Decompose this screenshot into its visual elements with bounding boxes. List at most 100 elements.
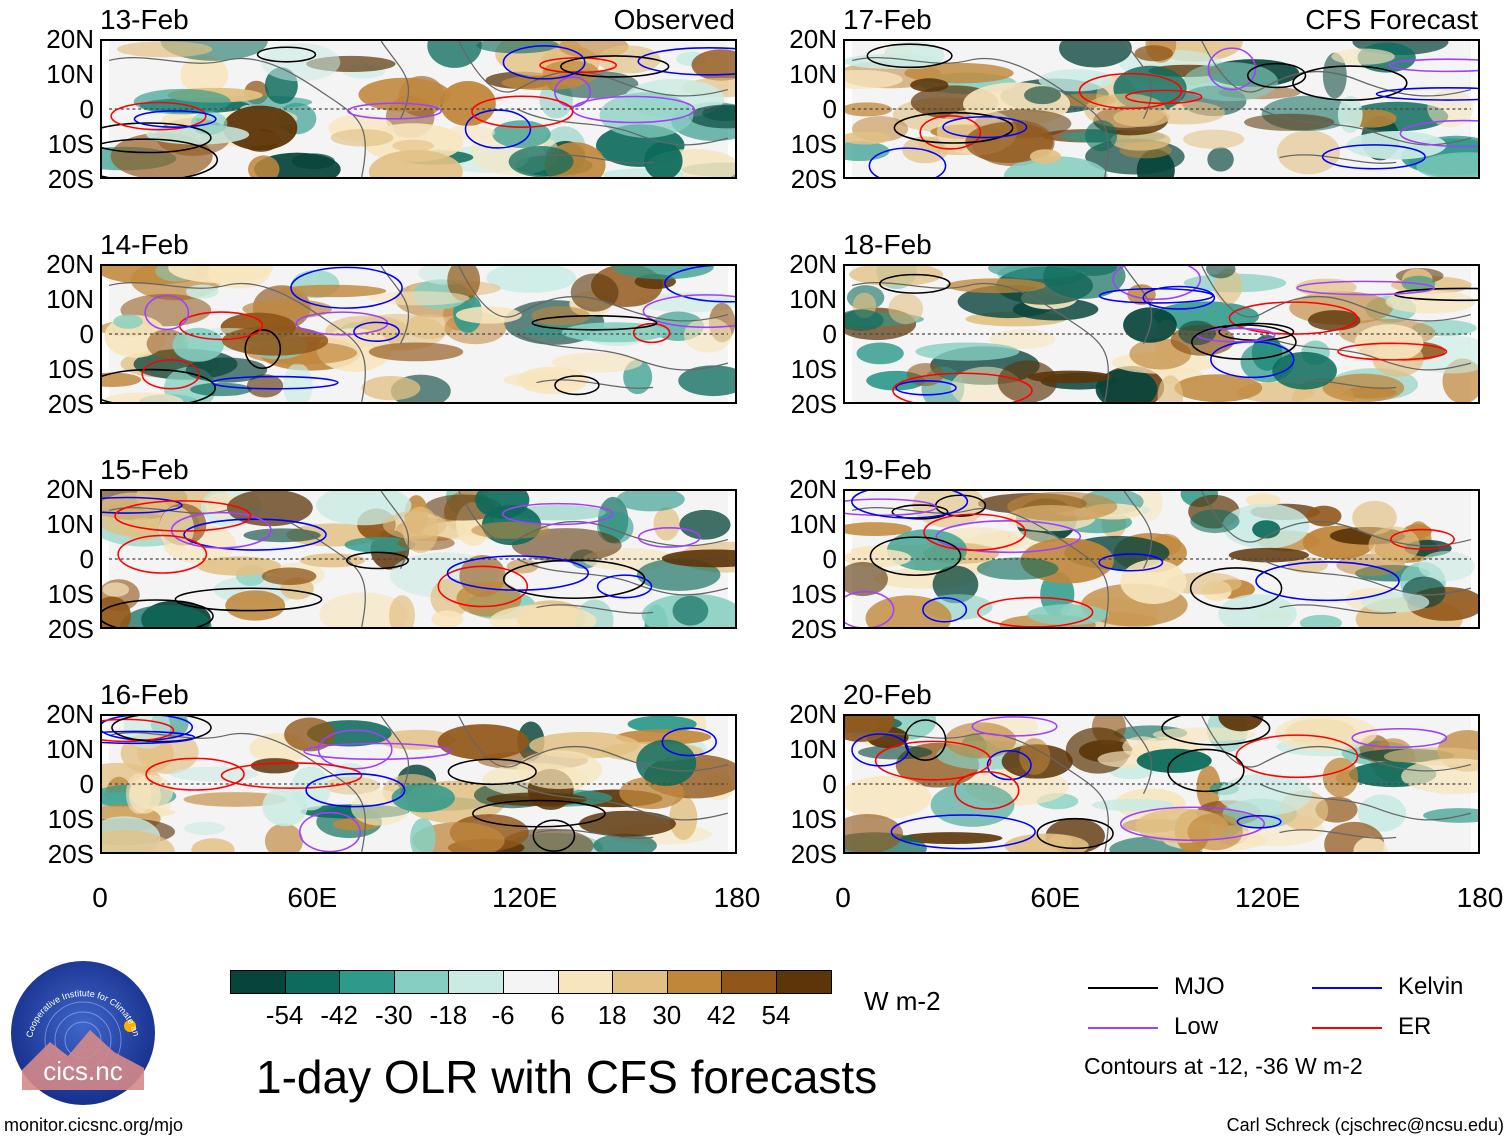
olr-anomaly-cell bbox=[1019, 738, 1051, 775]
panel-date-label: 13-Feb bbox=[100, 4, 189, 35]
olr-anomaly-cell bbox=[243, 528, 321, 543]
olr-anomaly-cell bbox=[1418, 551, 1475, 582]
olr-anomaly-cell bbox=[1357, 794, 1407, 832]
y-tick-label: 10N bbox=[46, 734, 94, 764]
y-tick-label: 20S bbox=[47, 164, 94, 194]
olr-anomaly-cell bbox=[246, 374, 284, 398]
olr-anomaly-cell bbox=[1007, 491, 1118, 522]
olr-anomaly-cell bbox=[283, 363, 313, 402]
logo-text: cics.nc bbox=[43, 1056, 122, 1086]
olr-anomaly-cell bbox=[437, 724, 530, 760]
wave-contour bbox=[904, 719, 947, 761]
wave-contour bbox=[1255, 561, 1400, 602]
colorbar-swatch bbox=[284, 970, 341, 994]
legend-line-low bbox=[1088, 1027, 1158, 1029]
wave-contour bbox=[220, 762, 363, 789]
olr-anomaly-cell bbox=[531, 306, 591, 326]
colorbar-swatch bbox=[612, 970, 668, 994]
wave-contour bbox=[1207, 47, 1257, 91]
wave-contour bbox=[471, 95, 574, 128]
olr-anomaly-cell bbox=[688, 104, 735, 129]
colorbar-tick-label: 6 bbox=[550, 1000, 565, 1030]
olr-anomaly-cell bbox=[102, 582, 130, 597]
wave-contour bbox=[845, 590, 895, 627]
y-tick-label: 0 bbox=[79, 94, 94, 124]
wave-contour bbox=[1191, 324, 1297, 360]
olr-anomaly-cell bbox=[344, 536, 416, 553]
wave-contour bbox=[347, 102, 443, 120]
wave-contour bbox=[211, 375, 339, 390]
y-tick-label: 10N bbox=[789, 509, 837, 539]
y-tick-label: 20N bbox=[789, 474, 837, 504]
wave-contour bbox=[102, 122, 212, 154]
wave-contour bbox=[305, 773, 406, 808]
wave-contour bbox=[891, 504, 949, 520]
olr-anomaly-cell bbox=[117, 41, 213, 58]
wave-contour bbox=[117, 534, 208, 574]
wave-contour bbox=[942, 115, 1028, 139]
y-tick-label: 20S bbox=[47, 389, 94, 419]
y-tick-label: 0 bbox=[822, 769, 837, 799]
olr-anomaly-cell bbox=[679, 509, 731, 540]
wave-contour bbox=[1142, 285, 1216, 310]
olr-anomaly-cell bbox=[1218, 716, 1264, 732]
olr-anomaly-cell bbox=[1368, 526, 1420, 564]
olr-anomaly-cell bbox=[888, 293, 924, 325]
wave-contour bbox=[1125, 89, 1203, 105]
wave-contour bbox=[895, 380, 957, 396]
legend-line-kelvin bbox=[1312, 987, 1382, 989]
wave-contour bbox=[114, 500, 252, 532]
coastline bbox=[108, 491, 729, 627]
wave-contour bbox=[890, 814, 1036, 850]
olr-anomaly-cell bbox=[1244, 113, 1335, 131]
y-tick-label: 0 bbox=[822, 94, 837, 124]
wave-contour bbox=[353, 321, 400, 342]
panel-source-label: CFS Forecast bbox=[1305, 4, 1478, 35]
y-tick-label: 10S bbox=[790, 354, 837, 384]
olr-anomaly-cell bbox=[264, 823, 303, 852]
wave-contour bbox=[560, 55, 670, 78]
olr-anomaly-cell bbox=[1178, 320, 1216, 346]
wave-contour bbox=[299, 811, 361, 852]
wave-contour bbox=[1036, 817, 1114, 850]
olr-anomaly-cell bbox=[1190, 509, 1240, 534]
olr-anomaly-cell bbox=[446, 125, 496, 140]
colorbar-tick-label: -6 bbox=[491, 1000, 515, 1030]
olr-anomaly-cell bbox=[183, 792, 287, 807]
olr-anomaly-cell bbox=[431, 610, 464, 627]
olr-anomaly-cell bbox=[388, 595, 415, 627]
olr-anomaly-cell bbox=[1352, 500, 1397, 535]
wave-contour bbox=[632, 322, 671, 344]
y-tick-label: 10S bbox=[790, 579, 837, 609]
wave-contour bbox=[437, 565, 529, 608]
wave-contour bbox=[1292, 65, 1408, 101]
olr-anomaly-cell bbox=[102, 372, 142, 387]
wave-contour bbox=[447, 758, 537, 786]
y-tick-label: 10N bbox=[789, 59, 837, 89]
colorbar-tick-label: -42 bbox=[320, 1000, 358, 1030]
olr-anomaly-cell bbox=[1003, 156, 1108, 177]
legend-label-low: Low bbox=[1174, 1013, 1219, 1040]
olr-anomaly-cell bbox=[1134, 45, 1173, 62]
x-tick-label: 60E bbox=[1030, 882, 1081, 913]
wave-contour bbox=[664, 266, 735, 303]
wave-contour bbox=[661, 727, 717, 757]
wave-contour bbox=[1390, 528, 1455, 550]
olr-anomaly-cell bbox=[378, 729, 456, 750]
map-panel-15-feb bbox=[100, 489, 737, 629]
wave-contour bbox=[977, 596, 1094, 627]
y-tick-label: 20N bbox=[46, 699, 94, 729]
map-panel-18-feb bbox=[843, 264, 1480, 404]
coastline bbox=[108, 266, 729, 402]
olr-anomaly-cell bbox=[1043, 266, 1126, 299]
wave-contour bbox=[1337, 342, 1448, 361]
wave-contour bbox=[866, 43, 953, 69]
y-tick-label: 10N bbox=[46, 284, 94, 314]
wave-contour bbox=[464, 109, 532, 149]
olr-map bbox=[102, 41, 735, 177]
colorbar-units: W m-2 bbox=[864, 986, 941, 1016]
olr-anomaly-cell bbox=[845, 561, 888, 597]
olr-anomaly-cell bbox=[1174, 374, 1263, 402]
olr-anomaly-cell bbox=[899, 832, 1003, 845]
olr-anomaly-cell bbox=[910, 78, 949, 92]
